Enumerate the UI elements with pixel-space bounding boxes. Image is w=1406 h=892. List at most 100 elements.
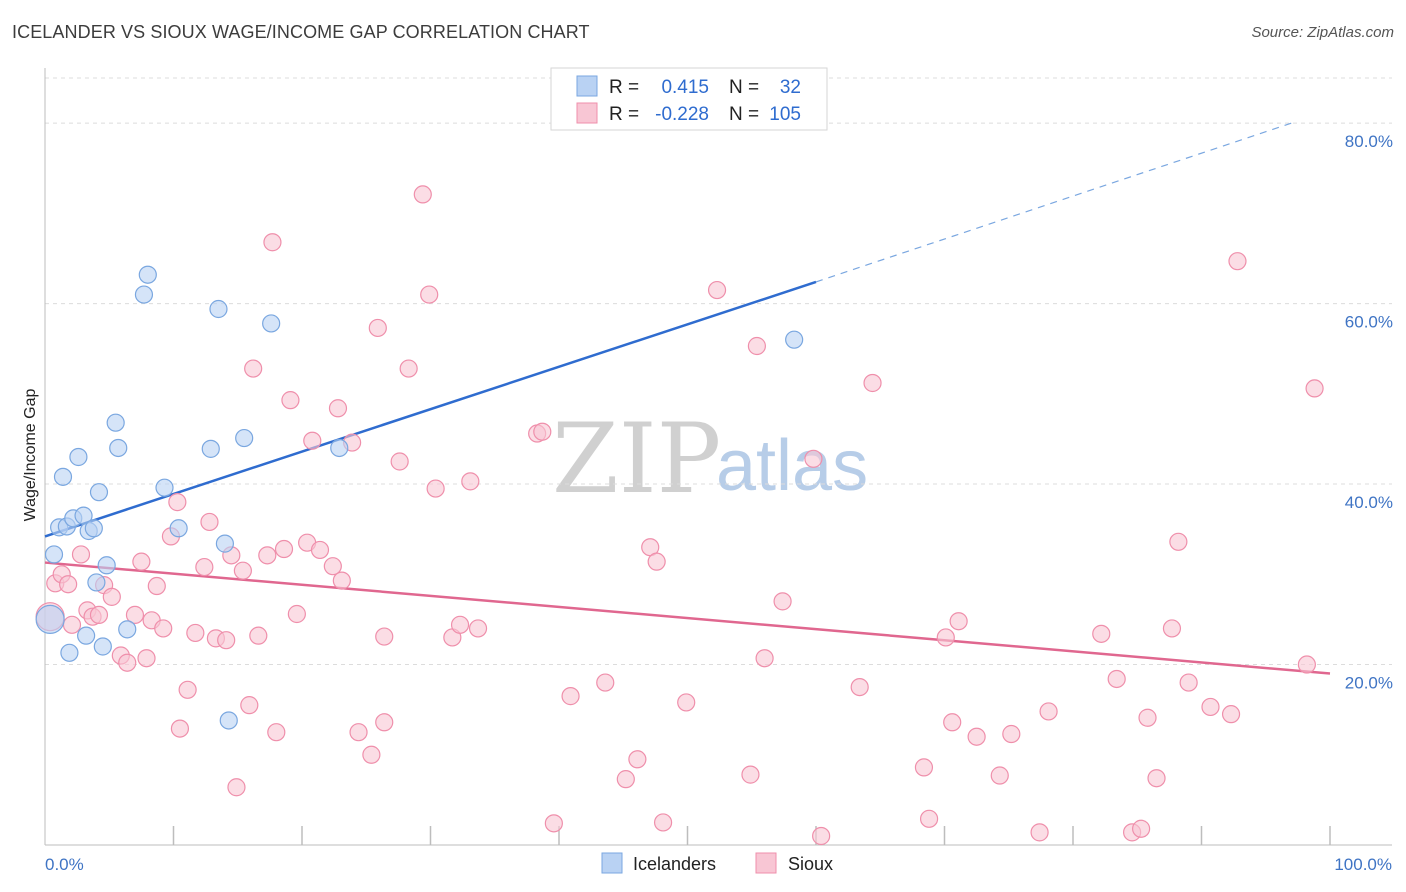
sioux-point bbox=[132, 552, 151, 571]
series-legend-swatch-sioux bbox=[755, 852, 777, 874]
sioux-point bbox=[154, 619, 173, 638]
sioux-point bbox=[1107, 669, 1126, 689]
sioux-point bbox=[755, 649, 774, 668]
sioux-point bbox=[450, 615, 470, 634]
icelander-point bbox=[93, 637, 112, 656]
sioux-point bbox=[1039, 702, 1058, 721]
sioux-point bbox=[244, 359, 263, 378]
sioux-point bbox=[468, 619, 488, 638]
sioux-point bbox=[1132, 819, 1151, 838]
icelander-point bbox=[330, 438, 349, 458]
sioux-point bbox=[267, 723, 286, 742]
sioux-point bbox=[390, 452, 409, 471]
sioux-point bbox=[741, 765, 760, 784]
legend-r-label-icelanders: R = bbox=[609, 77, 639, 98]
sioux-point bbox=[125, 605, 145, 625]
sioux-point bbox=[399, 359, 418, 378]
sioux-point bbox=[303, 431, 322, 450]
sioux-point bbox=[168, 493, 187, 512]
icelander-point bbox=[109, 438, 128, 458]
sioux-point bbox=[281, 391, 300, 410]
legend-r-value-sioux: -0.228 bbox=[655, 104, 709, 125]
sioux-point bbox=[812, 826, 831, 846]
series-legend-label-icelanders: Icelanders bbox=[633, 854, 716, 874]
icelander-point bbox=[169, 519, 188, 538]
icelander-point bbox=[89, 483, 109, 502]
watermark: ZIP atlas bbox=[552, 403, 868, 515]
icelander-point bbox=[44, 545, 64, 564]
sioux-point bbox=[59, 575, 78, 594]
sioux-point bbox=[178, 680, 197, 699]
sioux-point bbox=[233, 561, 252, 580]
sioux-point bbox=[1002, 724, 1021, 744]
icelander-point bbox=[87, 573, 106, 592]
x-tick-label: 0.0% bbox=[45, 855, 84, 874]
icelanders-trend-extension bbox=[815, 122, 1292, 283]
icelander-point bbox=[106, 413, 125, 432]
sioux-point bbox=[71, 545, 91, 564]
sioux-point bbox=[420, 285, 439, 304]
correlation-legend: R = 0.415 N = 32 R = -0.228 N = 105 bbox=[550, 67, 828, 131]
icelander-point bbox=[118, 620, 137, 639]
sioux-point bbox=[137, 649, 156, 668]
y-tick-label: 40.0% bbox=[1345, 493, 1393, 512]
icelander-point bbox=[155, 478, 174, 497]
icelander-points bbox=[35, 265, 804, 730]
icelander-point bbox=[53, 467, 73, 486]
chart-source: Source: ZipAtlas.com bbox=[1251, 24, 1394, 41]
sioux-point bbox=[596, 673, 615, 692]
sioux-point bbox=[258, 546, 277, 565]
series-legend-swatch-icelanders bbox=[601, 852, 623, 874]
sioux-trend-line bbox=[44, 561, 1331, 675]
sioux-point bbox=[773, 592, 792, 611]
sioux-point bbox=[89, 605, 109, 625]
sioux-point bbox=[707, 280, 727, 300]
legend-n-label-sioux: N = bbox=[729, 104, 759, 125]
sioux-point bbox=[186, 623, 205, 643]
icelander-point bbox=[84, 519, 103, 538]
sioux-point bbox=[919, 809, 939, 828]
icelander-point bbox=[235, 428, 254, 448]
icelander-point bbox=[785, 330, 804, 349]
sioux-point bbox=[362, 745, 381, 764]
sioux-point bbox=[310, 540, 330, 560]
sioux-point bbox=[62, 615, 82, 634]
sioux-point bbox=[1228, 252, 1247, 271]
legend-n-value-sioux: 105 bbox=[769, 104, 801, 125]
series-legend-label-sioux: Sioux bbox=[788, 854, 833, 874]
icelander-point bbox=[215, 534, 234, 553]
sioux-point bbox=[628, 750, 647, 769]
sioux-point bbox=[249, 626, 268, 645]
sioux-point bbox=[936, 628, 955, 647]
sioux-point bbox=[647, 552, 666, 571]
watermark-atlas: atlas bbox=[716, 426, 868, 506]
sioux-point bbox=[240, 696, 259, 715]
sioux-point bbox=[274, 539, 294, 559]
icelander-point bbox=[97, 556, 116, 575]
trend-lines bbox=[44, 122, 1331, 675]
sioux-point bbox=[914, 758, 934, 777]
sioux-point bbox=[1305, 379, 1324, 398]
sioux-point bbox=[863, 373, 882, 393]
sioux-point bbox=[328, 399, 348, 418]
sioux-point bbox=[287, 604, 306, 624]
legend-r-value-icelanders: 0.415 bbox=[661, 77, 709, 98]
y-axis-label: Wage/Income Gap bbox=[22, 389, 39, 522]
sioux-points bbox=[35, 185, 1324, 846]
legend-n-value-icelanders: 32 bbox=[780, 77, 801, 98]
icelander-point bbox=[69, 447, 88, 467]
y-tick-label: 20.0% bbox=[1345, 674, 1393, 693]
sioux-point bbox=[1169, 532, 1188, 551]
sioux-point bbox=[653, 813, 673, 832]
sioux-point bbox=[368, 318, 387, 338]
sioux-point bbox=[1147, 769, 1166, 788]
legend-swatch-icelanders bbox=[576, 75, 598, 97]
sioux-point bbox=[332, 571, 351, 590]
chart-title: ICELANDER VS SIOUX WAGE/INCOME GAP CORRE… bbox=[12, 22, 590, 42]
sioux-point bbox=[118, 653, 137, 672]
sioux-point bbox=[561, 687, 580, 706]
sioux-point bbox=[1162, 619, 1182, 638]
y-tick-label: 80.0% bbox=[1345, 132, 1393, 151]
sioux-point bbox=[967, 727, 986, 746]
